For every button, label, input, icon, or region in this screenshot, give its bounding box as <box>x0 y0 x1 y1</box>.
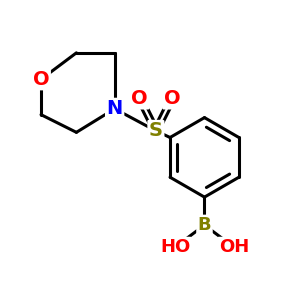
Text: O: O <box>164 89 180 108</box>
Text: N: N <box>106 99 123 118</box>
Text: O: O <box>33 70 50 89</box>
Text: OH: OH <box>219 238 249 256</box>
Text: O: O <box>131 89 148 108</box>
Text: B: B <box>198 216 211 234</box>
Text: S: S <box>149 122 163 140</box>
Text: HO: HO <box>160 238 190 256</box>
